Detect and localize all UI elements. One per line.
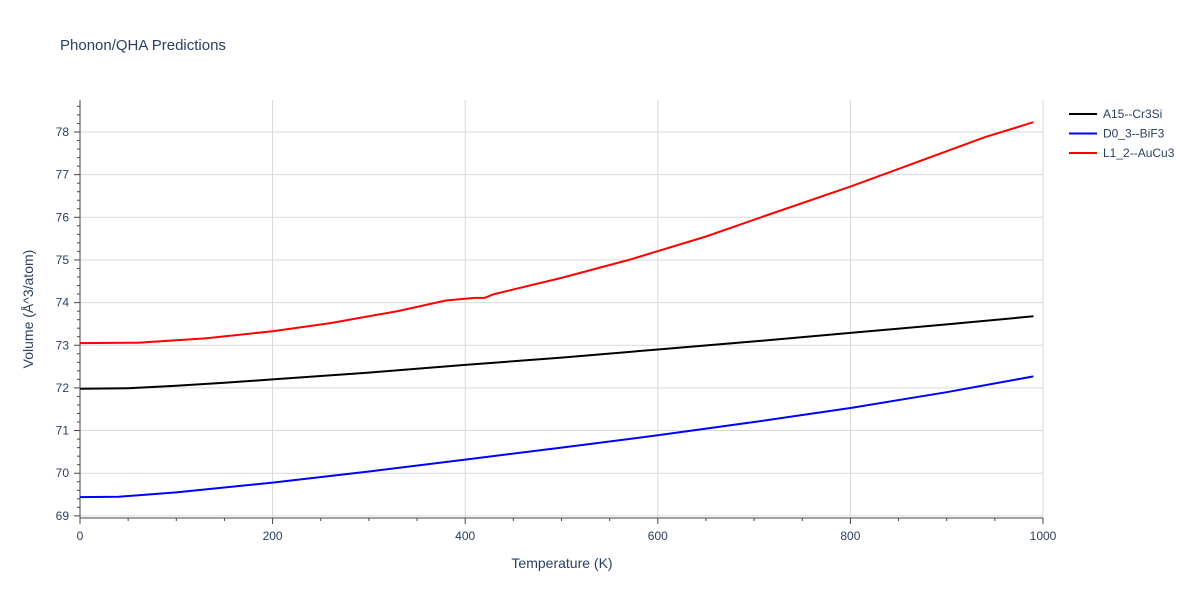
legend-label: D0_3--BiF3 (1103, 127, 1165, 141)
y-tick-label: 74 (56, 296, 70, 310)
series-line (79, 375, 1034, 499)
y-tick-label: 69 (56, 509, 70, 523)
y-axis-title: Volume (Å^3/atom) (20, 250, 36, 369)
legend-label: L1_2--AuCu3 (1103, 146, 1175, 160)
x-axis-title: Temperature (K) (511, 555, 612, 571)
chart-title: Phonon/QHA Predictions (60, 37, 226, 54)
x-tick-label: 400 (455, 529, 475, 543)
x-tick-label: 600 (648, 529, 668, 543)
axes: 0 200 400 600 800 1000 69 70 71 72 73 74 75 76 77 78 (56, 100, 1057, 543)
x-tick-label: 800 (840, 529, 860, 543)
y-tick-label: 72 (56, 381, 70, 395)
x-tick-label: 200 (263, 529, 283, 543)
y-tick-label: 75 (56, 253, 70, 267)
legend: A15--Cr3Si D0_3--BiF3 L1_2--AuCu3 (1069, 107, 1175, 160)
gridlines (80, 100, 1044, 518)
y-tick-label: 73 (56, 338, 70, 352)
y-tick-label: 70 (56, 466, 70, 480)
y-tick-label: 78 (56, 125, 70, 139)
y-tick-label: 76 (56, 210, 70, 224)
y-tick-label: 77 (56, 168, 70, 182)
x-tick-label: 1000 (1030, 529, 1057, 543)
series-lines (79, 121, 1034, 499)
series-line (79, 315, 1034, 390)
series-line (79, 121, 1034, 345)
legend-label: A15--Cr3Si (1103, 107, 1162, 121)
y-tick-label: 71 (56, 424, 70, 438)
x-tick-label: 0 (77, 529, 84, 543)
